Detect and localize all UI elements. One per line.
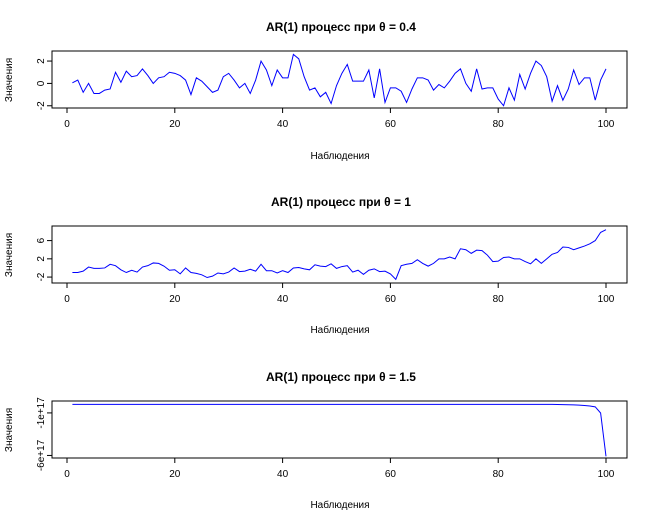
y-tick-label: 2 xyxy=(36,58,47,64)
x-tick-label: 100 xyxy=(598,469,615,480)
y-axis: -2 0 2 xyxy=(36,58,53,110)
x-tick-label: 60 xyxy=(385,294,397,305)
x-axis-label: Наблюдения xyxy=(310,150,369,162)
y-tick-label: -2 xyxy=(36,272,47,281)
x-tick-label: 80 xyxy=(493,294,505,305)
y-tick-label: 6 xyxy=(36,237,47,243)
y-tick-label: -1e+17 xyxy=(36,397,47,429)
x-tick-label: 40 xyxy=(277,119,289,130)
y-axis-label: Значения xyxy=(4,233,15,277)
x-tick-label: 100 xyxy=(598,294,615,305)
x-axis-label: Наблюдения xyxy=(310,324,369,336)
x-tick-label: 80 xyxy=(493,469,505,480)
x-tick-label: 80 xyxy=(493,119,505,130)
y-tick-label: -6e+17 xyxy=(36,439,47,471)
x-tick-label: 0 xyxy=(64,469,70,480)
x-axis-label: Наблюдения xyxy=(310,499,369,511)
x-tick-label: 0 xyxy=(64,119,70,130)
series-line xyxy=(72,229,607,281)
y-tick-label: 2 xyxy=(36,256,47,262)
x-axis: 0 20 40 60 80 100 xyxy=(64,457,615,480)
series-layer xyxy=(72,403,607,457)
x-axis: 0 20 40 60 80 100 xyxy=(64,282,615,305)
x-tick-label: 100 xyxy=(598,119,615,130)
y-tick-label: 0 xyxy=(36,80,47,86)
panel-theta-1: AR(1) процесс при θ = 1 0 20 40 60 80 100 -2 2… xyxy=(4,195,628,336)
series-layer xyxy=(72,229,607,281)
y-axis: -2 2 6 xyxy=(36,237,53,282)
x-tick-label: 20 xyxy=(169,119,181,130)
x-tick-label: 60 xyxy=(385,469,397,480)
panel-title: AR(1) процесс при θ = 1.5 xyxy=(266,370,416,384)
x-tick-label: 40 xyxy=(277,294,289,305)
panel-theta-0-4: AR(1) процесс при θ = 0.4 0 20 40 60 80 100 -… xyxy=(4,20,628,162)
plot-frame xyxy=(51,225,628,284)
x-tick-label: 60 xyxy=(385,119,397,130)
x-tick-label: 20 xyxy=(169,294,181,305)
series-line xyxy=(72,403,607,457)
panel-title: AR(1) процесс при θ = 1 xyxy=(271,195,411,209)
y-axis: -6e+17 -1e+17 xyxy=(36,397,53,471)
x-tick-label: 20 xyxy=(169,469,181,480)
panel-theta-1-5: AR(1) процесс при θ = 1.5 0 20 40 60 80 100 -… xyxy=(4,370,628,511)
y-axis-label: Значения xyxy=(4,408,15,452)
x-axis: 0 20 40 60 80 100 xyxy=(64,107,615,130)
series-layer xyxy=(72,53,607,107)
x-tick-label: 0 xyxy=(64,294,70,305)
x-tick-label: 40 xyxy=(277,469,289,480)
plot-frame xyxy=(51,400,628,459)
series-line xyxy=(72,53,607,107)
panel-title: AR(1) процесс при θ = 0.4 xyxy=(266,20,416,34)
y-axis-label: Значения xyxy=(4,58,15,102)
y-tick-label: -2 xyxy=(36,101,47,110)
